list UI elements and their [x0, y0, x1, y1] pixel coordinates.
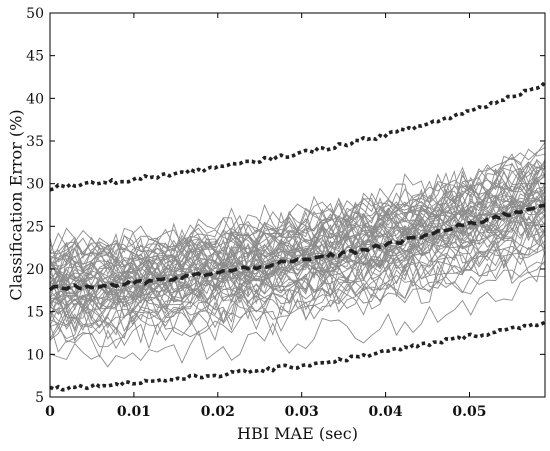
y-tick-label: 30	[26, 177, 44, 193]
individual-run-line	[49, 198, 546, 306]
individual-run-line	[49, 215, 546, 314]
y-tick-label: 5	[35, 390, 44, 406]
individual-run-line	[49, 202, 546, 321]
summary-lines	[48, 80, 547, 392]
individual-run-line	[49, 148, 546, 260]
mean-dashed-line	[48, 203, 546, 292]
individual-run-lines	[49, 142, 546, 368]
individual-run-line	[49, 226, 546, 336]
x-tick-labels: 0 0.01 0.02 0.03 0.04 0.05	[45, 404, 486, 420]
x-tick-label: 0.05	[452, 404, 486, 420]
x-tick-label: 0.01	[117, 404, 151, 420]
individual-run-line	[49, 175, 546, 293]
individual-run-line	[49, 249, 546, 350]
individual-run-line	[49, 213, 546, 313]
individual-run-line	[49, 157, 546, 269]
y-tick-label: 15	[26, 305, 44, 321]
y-axis-label: Classification Error (%)	[7, 109, 26, 300]
individual-run-line	[49, 162, 546, 272]
individual-run-line	[49, 254, 546, 353]
individual-run-line	[49, 275, 546, 368]
individual-run-line	[49, 183, 546, 290]
axis-ticks	[49, 12, 545, 398]
y-tick-label: 50	[26, 6, 44, 22]
individual-run-line	[49, 198, 546, 297]
x-tick-label: 0	[45, 404, 55, 420]
y-tick-label: 25	[26, 219, 44, 235]
individual-run-line	[49, 169, 546, 276]
y-tick-labels: 5 10 15 20 25 30 35 40 45 50	[26, 6, 44, 406]
y-tick-label: 10	[26, 347, 44, 363]
individual-run-line	[49, 142, 546, 266]
individual-run-line	[49, 250, 546, 358]
x-axis-label: HBI MAE (sec)	[237, 424, 358, 443]
individual-run-line	[49, 227, 546, 333]
x-tick-label: 0.04	[369, 404, 403, 420]
plot-frame	[49, 12, 546, 398]
x-tick-label: 0.03	[285, 404, 319, 420]
individual-run-line	[49, 159, 546, 267]
x-tick-label: 0.02	[201, 404, 235, 420]
upper-dotted-line	[49, 80, 547, 192]
y-tick-label: 35	[26, 134, 44, 150]
y-tick-label: 45	[26, 49, 44, 65]
lower-dotted-line	[49, 320, 546, 392]
individual-run-line	[49, 179, 546, 279]
y-tick-label: 40	[26, 91, 44, 107]
individual-run-line	[49, 162, 546, 275]
individual-run-line	[49, 197, 546, 310]
y-tick-label: 20	[26, 262, 44, 278]
